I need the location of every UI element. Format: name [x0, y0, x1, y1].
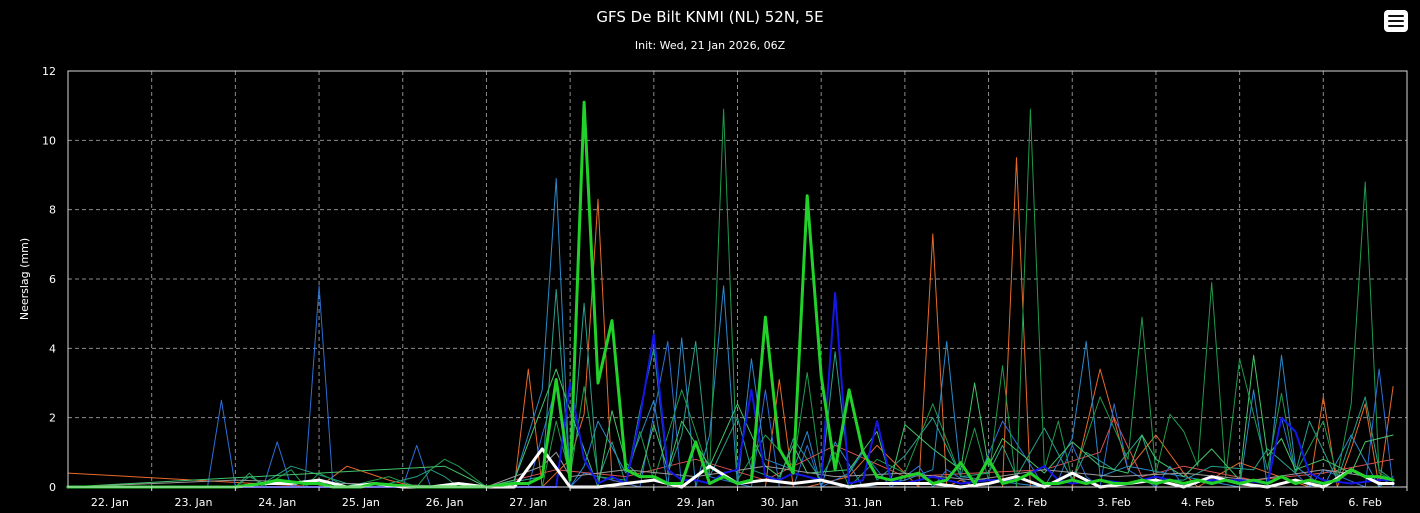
- series-line-2: [67, 417, 1394, 488]
- y-tick-label: 2: [49, 412, 56, 425]
- series-line-11: [66, 100, 1395, 489]
- hamburger-menu-icon: [1388, 15, 1404, 27]
- y-axis-ticks: 0 2 4 6 8 10 12: [42, 65, 56, 494]
- x-tick-label: 25. Jan: [342, 496, 380, 509]
- x-tick-label: 22. Jan: [91, 496, 129, 509]
- x-tick-label: 2. Feb: [1014, 496, 1047, 509]
- x-tick-label: 27. Jan: [509, 496, 547, 509]
- series-line-4: [67, 178, 1394, 488]
- x-tick-label: 26. Jan: [426, 496, 464, 509]
- x-tick-label: 5. Feb: [1265, 496, 1298, 509]
- y-tick-label: 12: [42, 65, 56, 78]
- y-axis-title: Neerslag (mm): [18, 238, 31, 320]
- x-tick-label: 28. Jan: [593, 496, 631, 509]
- x-tick-label: 23. Jan: [175, 496, 213, 509]
- chart-subtitle: Init: Wed, 21 Jan 2026, 06Z: [634, 39, 786, 52]
- x-tick-label: 4. Feb: [1181, 496, 1214, 509]
- x-axis-ticks: 22. Jan 23. Jan 24. Jan 25. Jan 26. Jan 27. J…: [91, 487, 1408, 509]
- x-tick-label: 1. Feb: [930, 496, 963, 509]
- x-tick-label: 31. Jan: [844, 496, 882, 509]
- y-tick-label: 4: [49, 342, 56, 355]
- x-tick-label: 30. Jan: [760, 496, 798, 509]
- series-line-6: [67, 108, 1394, 488]
- x-tick-label: 6. Feb: [1348, 496, 1381, 509]
- y-tick-label: 6: [49, 273, 56, 286]
- x-tick-label: 24. Jan: [258, 496, 296, 509]
- y-tick-label: 8: [49, 204, 56, 217]
- grid-lines: [68, 71, 1407, 487]
- series-line-5: [67, 288, 1394, 488]
- y-tick-label: 0: [49, 481, 56, 494]
- series-line-7: [67, 354, 1394, 488]
- x-tick-label: 3. Feb: [1097, 496, 1130, 509]
- x-tick-label: 29. Jan: [677, 496, 715, 509]
- y-tick-label: 10: [42, 134, 56, 147]
- chart-menu-button[interactable]: [1384, 10, 1408, 32]
- series-line-9: [67, 291, 1395, 488]
- series-lines: [66, 100, 1395, 489]
- series-line-1: [67, 157, 1394, 488]
- chart-title: GFS De Bilt KNMI (NL) 52N, 5E: [596, 8, 824, 26]
